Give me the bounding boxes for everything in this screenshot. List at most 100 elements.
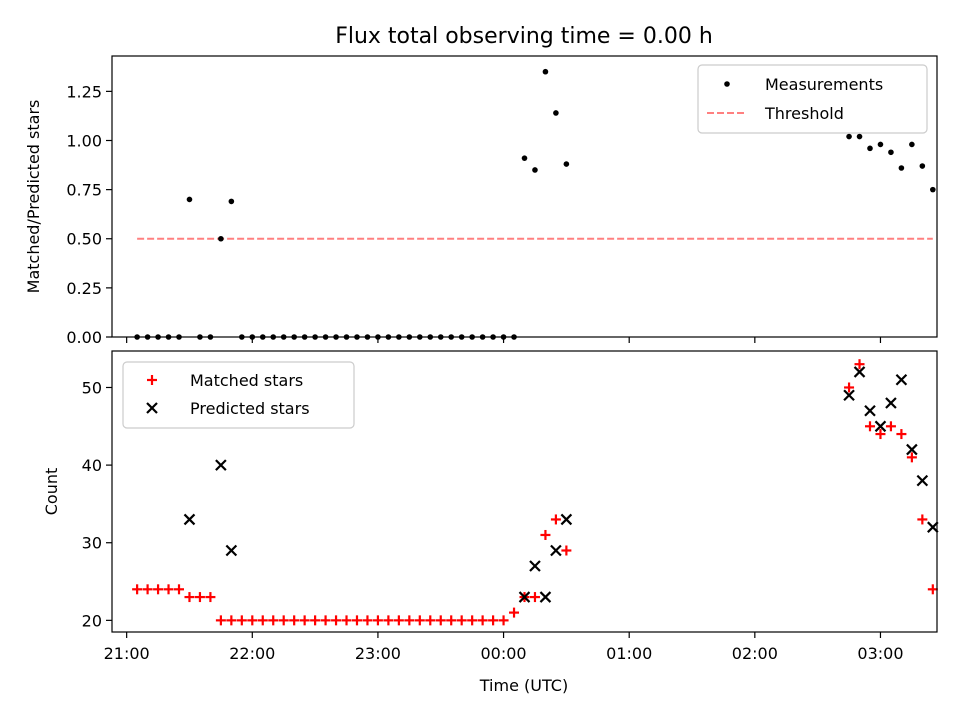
top-plot-frame — [111, 55, 938, 338]
matched-star-point-2 — [153, 584, 164, 595]
bottom-ytick-label-1: 30 — [82, 534, 102, 553]
matched-star-point-24 — [383, 615, 394, 626]
predicted-star-point-6 — [550, 544, 562, 557]
matched-star-point-44 — [864, 421, 875, 432]
matched-star-point-16 — [299, 615, 310, 626]
top-panel: 0.00 0.25 0.50 0.75 1.00 1.25 Matched/Predict… — [24, 55, 938, 347]
legend-label-measurements: Measurements — [765, 75, 883, 94]
top-legend: Measurements Threshold — [697, 64, 928, 134]
predicted-star-point-11 — [874, 420, 887, 433]
matched-star-point-15 — [289, 615, 300, 626]
matched-star-point-45 — [875, 429, 886, 440]
matched-star-point-47 — [896, 429, 907, 440]
measurement-point-8 — [218, 235, 224, 242]
matched-star-point-30 — [446, 615, 457, 626]
matched-star-point-46 — [885, 421, 896, 432]
matched-star-point-34 — [488, 615, 499, 626]
matched-star-point-50 — [927, 584, 938, 595]
x-tick-label-4: 01:00 — [606, 644, 652, 663]
matched-star-point-39 — [540, 529, 551, 540]
matched-star-point-40 — [550, 514, 561, 525]
bottom-legend: Matched stars Predicted stars — [122, 361, 355, 429]
matched-star-point-0 — [132, 584, 143, 595]
bottom-ytick-label-3: 50 — [82, 378, 102, 397]
matched-star-point-6 — [194, 592, 205, 603]
measurement-point-5 — [186, 196, 193, 203]
matched-star-point-7 — [205, 592, 216, 603]
matched-star-point-31 — [456, 615, 467, 626]
matched-star-point-20 — [341, 615, 352, 626]
matched-star-point-32 — [467, 615, 478, 626]
measurement-point-39 — [542, 68, 549, 75]
top-ytick-label-5: 1.25 — [66, 82, 102, 101]
measurement-point-47 — [898, 165, 905, 171]
matched-star-point-9 — [226, 615, 237, 626]
predicted-star-point-9 — [853, 366, 866, 378]
predicted-star-point-13 — [895, 373, 908, 386]
legend-marker-predicted-stars — [146, 402, 158, 414]
top-ytick-label-2: 0.50 — [66, 230, 102, 249]
matched-star-point-4 — [174, 584, 185, 595]
predicted-star-point-1 — [215, 459, 227, 471]
matched-star-point-12 — [257, 615, 268, 626]
measurement-point-37 — [521, 155, 528, 161]
measurement-point-42 — [846, 133, 852, 140]
legend-label-predicted-stars: Predicted stars — [190, 399, 310, 418]
matched-star-point-19 — [331, 615, 342, 626]
matched-star-point-28 — [425, 615, 436, 626]
x-tick-label-3: 00:00 — [481, 644, 527, 663]
matched-star-point-29 — [435, 615, 446, 626]
x-tick-label-5: 02:00 — [732, 644, 778, 663]
matched-star-point-33 — [477, 615, 488, 626]
chart-title: Flux total observing time = 0.00 h — [335, 24, 713, 49]
measurement-point-43 — [856, 133, 863, 140]
matched-star-point-1 — [142, 584, 153, 595]
matched-star-point-25 — [393, 615, 404, 626]
predicted-star-point-3 — [518, 591, 531, 603]
top-ytick-label-4: 1.00 — [66, 131, 102, 150]
matched-star-point-27 — [414, 615, 425, 626]
matched-star-point-18 — [320, 615, 331, 626]
x-tick-label-2: 23:00 — [355, 644, 401, 663]
bottom-plot-frame — [111, 350, 938, 633]
matched-star-point-49 — [917, 514, 928, 525]
matched-star-point-10 — [236, 615, 247, 626]
predicted-star-point-8 — [843, 389, 855, 402]
predicted-star-point-12 — [885, 397, 897, 409]
matched-star-point-42 — [844, 382, 855, 393]
matched-star-point-26 — [404, 615, 415, 626]
measurement-point-40 — [553, 110, 559, 116]
matched-star-point-38 — [529, 592, 540, 603]
legend-label-threshold: Threshold — [764, 104, 844, 123]
top-ytick-label-3: 0.75 — [66, 181, 102, 200]
legend-marker-matched-stars — [147, 375, 157, 385]
x-tick-label-1: 22:00 — [229, 644, 275, 663]
matched-star-point-11 — [247, 615, 258, 626]
matched-star-point-8 — [215, 615, 226, 626]
matched-star-point-17 — [310, 615, 321, 626]
predicted-star-point-4 — [529, 560, 541, 572]
matched-star-point-14 — [278, 615, 289, 626]
x-tick-label-0: 21:00 — [104, 644, 150, 663]
measurement-point-44 — [867, 145, 873, 152]
predicted-star-point-10 — [864, 404, 876, 417]
legend-marker-measurements — [724, 81, 730, 87]
top-y-axis-label: Matched/Predicted stars — [24, 100, 43, 294]
measurement-point-38 — [532, 167, 538, 173]
x-tick-label-6: 03:00 — [857, 644, 903, 663]
bottom-y-axis-label: Count — [42, 468, 61, 516]
measurement-point-49 — [919, 163, 926, 169]
matched-star-point-23 — [372, 615, 383, 626]
measurement-point-46 — [888, 149, 894, 156]
bottom-ytick-label-2: 40 — [82, 456, 102, 475]
matched-star-point-22 — [362, 615, 373, 626]
predicted-star-point-5 — [539, 591, 552, 603]
measurement-point-9 — [228, 198, 235, 205]
matched-star-point-35 — [498, 615, 509, 626]
predicted-star-point-14 — [906, 443, 918, 456]
measurement-point-41 — [563, 161, 570, 167]
matched-star-point-43 — [854, 359, 865, 370]
bottom-panel: 20 30 40 50 21:00 22:00 23:00 00:00 01:00 02:00 0… — [42, 350, 939, 695]
matched-star-point-36 — [509, 607, 520, 618]
